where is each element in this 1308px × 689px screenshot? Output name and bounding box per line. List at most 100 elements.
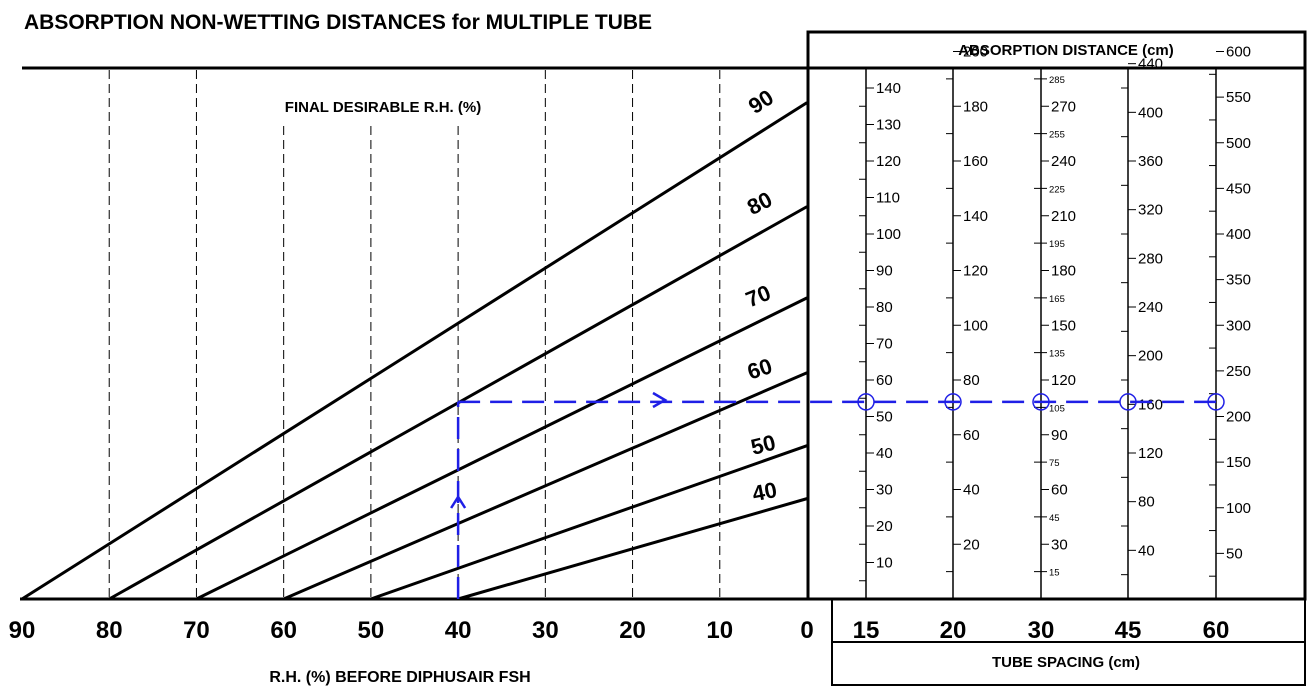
scale-minor-label: 285 — [1049, 75, 1065, 86]
final-rh-line — [195, 296, 808, 601]
tube-spacing-tick-label: 45 — [1115, 617, 1142, 644]
scale-tick-label: 20 — [963, 536, 980, 553]
final-rh-line — [457, 497, 808, 601]
x-tick-label: 10 — [706, 617, 733, 644]
scale-tick-label: 150 — [1051, 317, 1076, 334]
x-tick-label: 70 — [183, 617, 210, 644]
scale-tick-label: 300 — [1226, 317, 1251, 334]
final-rh-line-label: 90 — [744, 85, 778, 119]
final-rh-title: FINAL DESIRABLE R.H. (%) — [285, 99, 481, 116]
scale-tick-label: 120 — [1138, 445, 1163, 462]
final-rh-line — [370, 444, 808, 601]
x-tick-label: 90 — [9, 617, 36, 644]
scale-tick-label: 120 — [876, 153, 901, 170]
tube-spacing-tick-label: 15 — [853, 617, 880, 644]
scale-minor-label: 225 — [1049, 184, 1065, 195]
scale-tick-label: 90 — [1051, 427, 1068, 444]
example-readout-marker — [1207, 393, 1225, 411]
scale-minor-label: 105 — [1049, 403, 1065, 414]
final-rh-line — [21, 101, 808, 601]
scale-tick-label: 120 — [1051, 372, 1076, 389]
scale-tick-label: 200 — [1226, 409, 1251, 426]
scale-tick-label: 80 — [1138, 494, 1155, 511]
final-rh-line-label: 40 — [750, 477, 779, 506]
scale-tick-label: 400 — [1226, 226, 1251, 243]
scale-tick-label: 20 — [876, 518, 893, 535]
scale-tick-label: 200 — [1138, 348, 1163, 365]
absorption-distance-title: ABSORPTION DISTANCE (cm) — [958, 42, 1174, 59]
scale-minor-label: 75 — [1049, 458, 1060, 469]
scale-tick-label: 130 — [876, 117, 901, 134]
scale-minor-label: 255 — [1049, 130, 1065, 141]
x-tick-label: 0 — [800, 617, 813, 644]
scale-tick-label: 110 — [876, 190, 900, 207]
scale-tick-label: 240 — [1051, 153, 1076, 170]
scale-minor-label: 165 — [1049, 294, 1065, 305]
scale-tick-label: 80 — [876, 299, 893, 316]
x-tick-label: 40 — [445, 617, 472, 644]
scale-tick-label: 60 — [1051, 482, 1068, 499]
scale-tick-label: 320 — [1138, 202, 1163, 219]
scale-tick-label: 80 — [963, 372, 980, 389]
scale-tick-label: 160 — [1138, 396, 1163, 413]
scale-tick-label: 350 — [1226, 272, 1251, 289]
x-tick-label: 30 — [532, 617, 559, 644]
example-readout-marker — [1119, 393, 1137, 411]
x-axis-label: R.H. (%) BEFORE DIPHUSAIR FSH — [269, 669, 530, 686]
final-rh-line-label: 70 — [742, 280, 774, 312]
scale-tick-label: 90 — [876, 263, 893, 280]
scale-tick-label: 50 — [1226, 545, 1243, 562]
scale-tick-label: 50 — [876, 409, 893, 426]
scale-tick-label: 210 — [1051, 208, 1076, 225]
scale-tick-label: 60 — [963, 427, 980, 444]
example-right-arrow — [652, 391, 668, 409]
final-rh-line-label: 50 — [748, 430, 778, 460]
x-tick-label: 20 — [619, 617, 646, 644]
tube-spacing-tick-label: 30 — [1028, 617, 1055, 644]
scale-tick-label: 450 — [1226, 180, 1251, 197]
scale-tick-label: 600 — [1226, 44, 1251, 61]
example-readout-marker — [1032, 393, 1050, 411]
scale-tick-label: 200 — [963, 44, 988, 61]
example-guide-path — [450, 391, 1225, 599]
scale-tick-label: 440 — [1138, 56, 1163, 73]
example-readout-marker — [857, 393, 875, 411]
scale-tick-label: 10 — [876, 555, 893, 572]
scale-tick-label: 30 — [876, 482, 893, 499]
scale-tick-label: 360 — [1138, 153, 1163, 170]
x-tick-label: 60 — [270, 617, 297, 644]
scale-tick-label: 70 — [876, 336, 893, 353]
scale-tick-label: 550 — [1226, 89, 1251, 106]
scale-tick-label: 240 — [1138, 299, 1163, 316]
example-readout-marker — [944, 393, 962, 411]
scale-minor-label: 195 — [1049, 239, 1065, 250]
scale-tick-label: 280 — [1138, 250, 1163, 267]
right-panel: ABSORPTION DISTANCE (cm) TUBE SPACING (cm… — [806, 30, 1307, 686]
scale-minor-label: 135 — [1049, 349, 1065, 360]
scale-tick-label: 60 — [876, 372, 893, 389]
x-tick-label: 80 — [96, 617, 123, 644]
scale-tick-label: 100 — [963, 317, 988, 334]
scale-tick-label: 500 — [1226, 135, 1251, 152]
scale-tick-label: 250 — [1226, 363, 1251, 380]
scale-tick-label: 270 — [1051, 98, 1076, 115]
final-rh-line — [283, 371, 808, 601]
scale-tick-label: 180 — [1051, 263, 1076, 280]
scale-minor-label: 15 — [1049, 568, 1060, 579]
x-tick-label: 50 — [358, 617, 385, 644]
tube-spacing-tick-label: 60 — [1203, 617, 1230, 644]
scale-tick-label: 100 — [1226, 500, 1251, 517]
scale-tick-label: 120 — [963, 263, 988, 280]
scale-tick-label: 160 — [963, 153, 988, 170]
tube-spacing-label: TUBE SPACING (cm) — [992, 654, 1140, 671]
scale-tick-label: 40 — [1138, 542, 1155, 559]
scale-tick-label: 30 — [1051, 536, 1068, 553]
scale-tick-label: 140 — [963, 208, 988, 225]
scale-tick-label: 400 — [1138, 104, 1163, 121]
scale-tick-label: 180 — [963, 98, 988, 115]
tube-spacing-tick-label: 20 — [940, 617, 967, 644]
scale-minor-label: 45 — [1049, 513, 1060, 524]
scale-tick-label: 140 — [876, 80, 901, 97]
final-rh-line-label: 80 — [743, 187, 776, 220]
